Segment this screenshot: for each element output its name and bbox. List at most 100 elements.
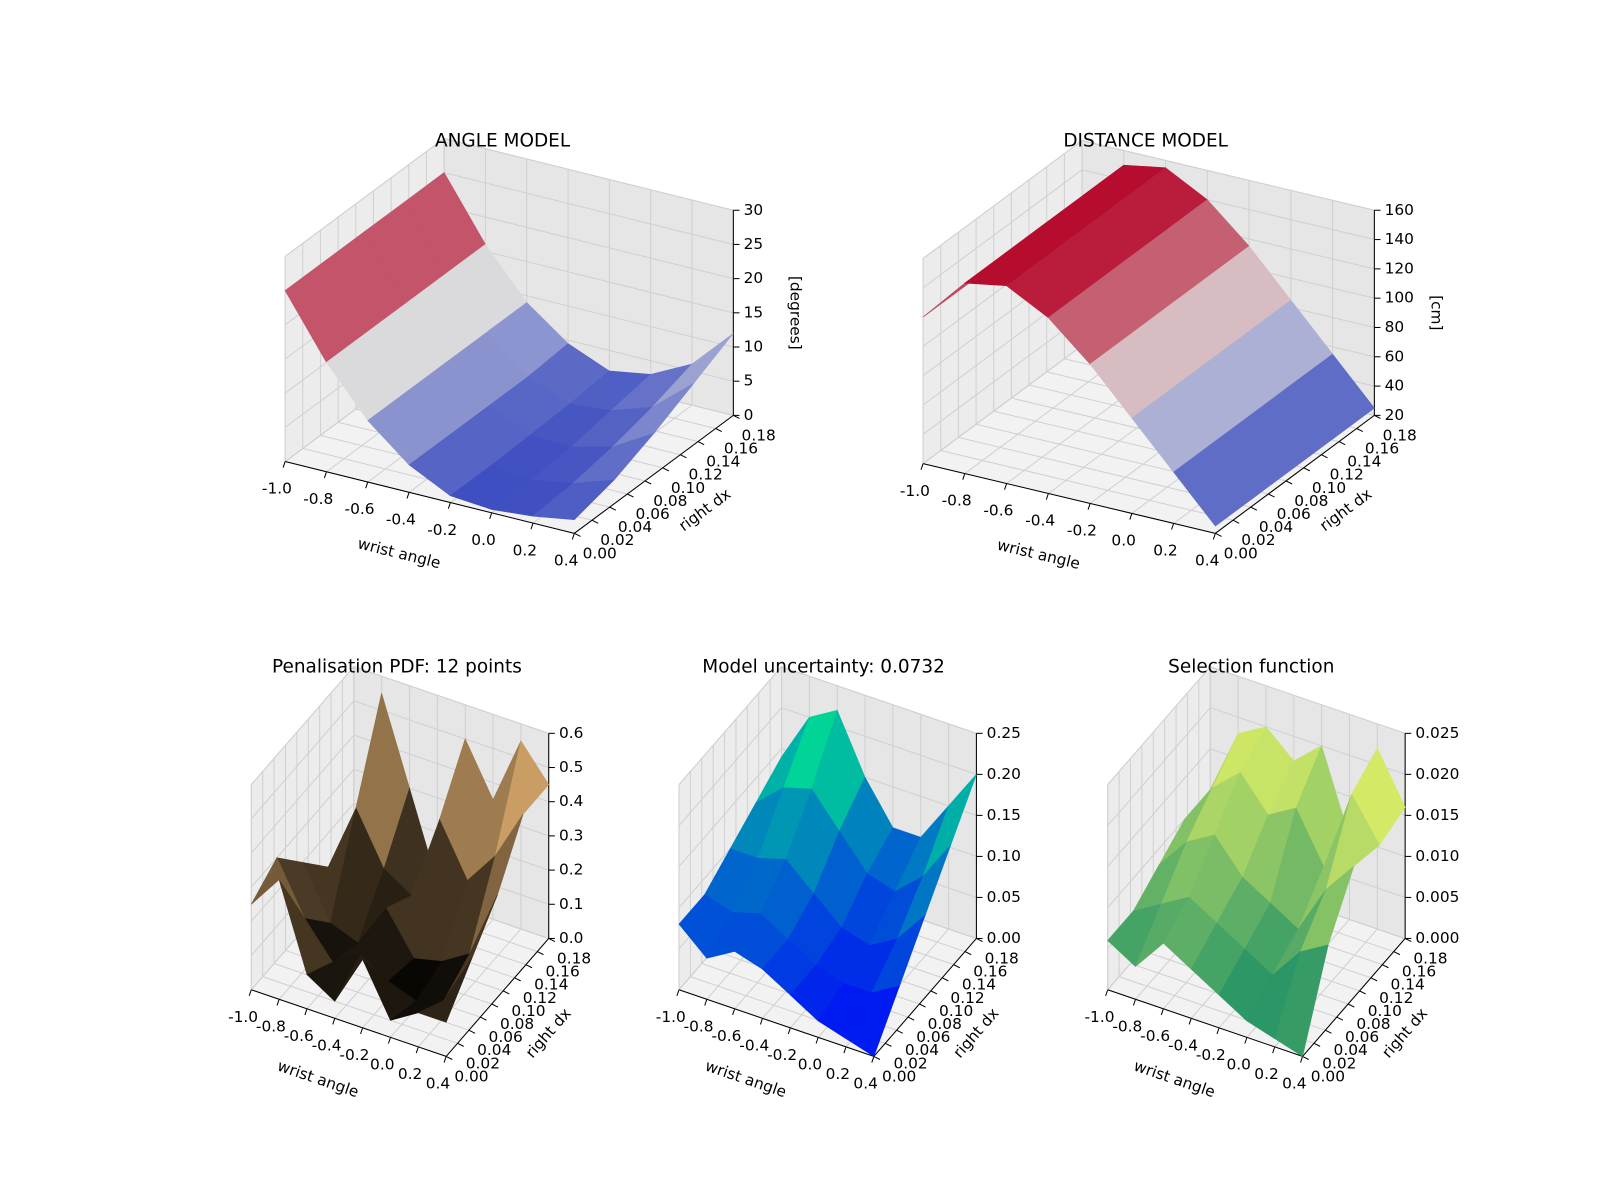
grid-line [1107,707,1211,826]
y-tick-label: 0.12 [1330,466,1364,484]
x-tick-label: 0.4 [853,1075,877,1093]
x-tick [1244,1037,1248,1044]
x-tick [676,989,680,997]
grid-line [678,707,782,826]
z-tick-label: 80 [1385,318,1405,336]
y-tick [941,977,949,982]
z-tick-label: 100 [1385,289,1414,307]
surface-face [1274,944,1329,1057]
x-tick [1087,503,1091,510]
x-tick-label: -0.8 [942,492,972,510]
x-tick [282,461,286,468]
x-tick-label: -0.6 [983,502,1013,520]
grid-line [250,700,355,820]
x-tick [387,1037,391,1044]
x-tick-label: 0.4 [426,1075,450,1093]
y-tick [1325,1029,1332,1034]
surface-face [417,958,473,1023]
y-tick-label: 0.14 [534,976,568,994]
x-tick-label: -0.6 [711,1027,741,1045]
y-tick-label: 0.04 [618,518,652,536]
surface-face [1173,442,1256,527]
y-tick-label: 0.06 [489,1028,523,1046]
x-tick [571,533,575,540]
x-tick [447,502,451,509]
z-tick-label: 0.6 [559,724,583,742]
x-tick-label: -0.8 [303,490,333,508]
y-tick-label: 0.16 [546,963,580,981]
y-tick [591,519,599,524]
grid-line [678,748,782,868]
x-tick-label: -0.2 [427,521,457,539]
y-tick [644,480,652,485]
y-tick [1336,1016,1344,1021]
grid-line [443,206,734,280]
z-tick-label: 15 [744,303,764,321]
grid-line [284,138,445,257]
grid-line [1210,666,1406,734]
x-tick-label: -0.4 [312,1037,342,1055]
chart-title: DISTANCE MODEL [1063,131,1228,152]
x-tick-label: 0.2 [513,541,537,559]
x-tick [1105,989,1109,997]
x-tick-label: -0.6 [345,500,375,518]
y-tick [919,1003,926,1008]
y-tick-label: 0.06 [916,1028,950,1046]
y-tick [1356,428,1364,433]
y-tick [627,493,634,498]
y-tick-label: 0.10 [1312,479,1346,497]
x-tick-label: 0.0 [1111,532,1135,550]
x-axis-line [678,989,875,1057]
y-tick-label: 0.12 [1379,989,1413,1007]
z-tick-label: 0.000 [1415,929,1459,947]
y-tick-label: 0.16 [724,440,758,458]
z-tick-label: 0 [744,406,754,424]
y-tick-label: 0.10 [1368,1002,1402,1020]
x-tick-label: 0.2 [398,1065,422,1083]
x-tick-label: -0.4 [386,511,416,529]
y-tick-label: 0.00 [882,1067,916,1085]
y-tick-label: 0.14 [706,453,740,471]
y-tick-label: 0.02 [1241,531,1275,549]
x-tick [365,481,369,489]
y-tick [896,1029,904,1034]
x-tick [871,1056,875,1063]
y-tick [907,1016,915,1021]
y-tick-label: 0.06 [636,505,670,523]
z-tick-label: 120 [1385,259,1414,277]
y-tick-label: 0.10 [939,1002,973,1020]
y-tick-label: 0.00 [1224,544,1258,562]
y-axis-line [1302,938,1406,1057]
x-tick [1129,513,1133,520]
grid-line [443,172,734,245]
y-tick-label: 0.16 [1402,963,1436,981]
y-tick-label: 0.08 [928,1015,962,1033]
z-tick-label: 5 [744,372,754,390]
grid-line [262,976,458,1044]
surface-face [845,985,900,1057]
x-tick [1216,1027,1220,1035]
z-tick-label: 25 [744,235,764,253]
x-tick-label: 0.0 [1226,1056,1250,1074]
surface-face [532,479,615,521]
z-tick-label: 10 [744,338,764,356]
y-tick-label: 0.18 [557,949,591,967]
grid-line [1107,748,1211,868]
x-axis-line [251,989,447,1057]
y-tick-label: 0.08 [1294,492,1328,510]
y-tick [873,1055,881,1060]
x-tick [489,512,493,520]
x-tick-label: 0.0 [471,531,495,549]
z-axis-label: [degrees] [786,276,804,350]
y-axis-line [445,938,550,1057]
z-tick-label: 60 [1385,347,1405,365]
chart-title: Selection function [1168,657,1334,678]
y-tick-label: 0.18 [1413,949,1447,967]
z-tick-label: 160 [1385,201,1414,219]
y-tick [1393,951,1401,956]
x-tick-label: 0.2 [1254,1065,1278,1083]
x-tick-label: -1.0 [1084,1008,1114,1026]
y-tick-label: 0.06 [1345,1028,1379,1046]
x-tick [815,1037,819,1044]
